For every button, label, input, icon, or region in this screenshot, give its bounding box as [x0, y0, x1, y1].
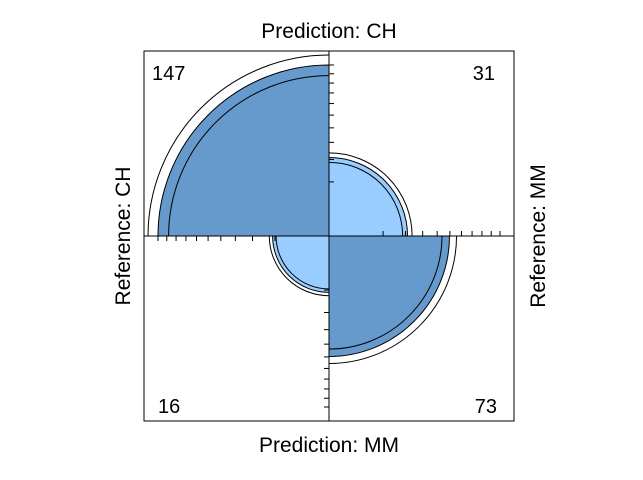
count-ch-ch: 147	[152, 63, 185, 85]
count-ch-mm: 31	[473, 63, 495, 85]
sector-mm-mm	[328, 235, 451, 358]
label-bottom: Prediction: MM	[259, 434, 399, 457]
ring-mm-mm-outer	[328, 235, 458, 365]
label-right: Reference: MM	[527, 164, 550, 308]
ring-mm-ch-outer	[268, 235, 330, 297]
ring-ch-mm-outer	[328, 152, 413, 237]
ring-ch-mm-inner	[328, 161, 404, 237]
sector-ch-mm	[328, 156, 409, 237]
confidence-rings	[147, 54, 458, 365]
sector-mm-ch	[272, 235, 330, 293]
ring-ch-ch-outer	[147, 54, 330, 237]
count-mm-ch: 16	[158, 396, 180, 418]
sector-ch-ch	[157, 64, 330, 237]
ring-mm-mm-inner	[328, 235, 443, 350]
axis-ticks	[157, 64, 501, 408]
count-mm-mm: 73	[475, 396, 497, 418]
label-top: Prediction: CH	[261, 20, 396, 43]
ring-mm-ch-inner	[275, 235, 330, 290]
ring-ch-ch-inner	[168, 75, 330, 237]
quarter-sectors	[157, 64, 451, 358]
label-left: Reference: CH	[112, 167, 135, 306]
